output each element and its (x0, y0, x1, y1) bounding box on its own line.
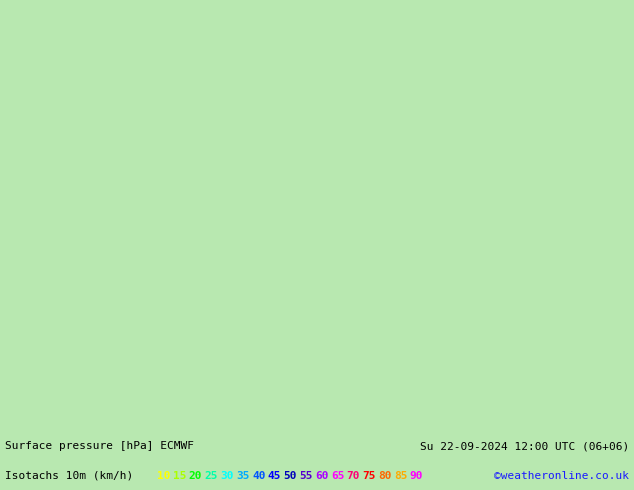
Text: 45: 45 (268, 471, 281, 481)
Text: 35: 35 (236, 471, 250, 481)
Text: 90: 90 (410, 471, 424, 481)
Text: ©weatheronline.co.uk: ©weatheronline.co.uk (494, 471, 629, 481)
Text: 85: 85 (394, 471, 408, 481)
Text: 70: 70 (347, 471, 360, 481)
Text: Surface pressure [hPa] ECMWF: Surface pressure [hPa] ECMWF (5, 441, 194, 451)
Text: 80: 80 (378, 471, 392, 481)
Text: 40: 40 (252, 471, 266, 481)
Text: 50: 50 (283, 471, 297, 481)
Text: 30: 30 (221, 471, 234, 481)
Text: 15: 15 (173, 471, 186, 481)
Text: 60: 60 (315, 471, 328, 481)
Text: Su 22-09-2024 12:00 UTC (06+06): Su 22-09-2024 12:00 UTC (06+06) (420, 441, 629, 451)
Text: 10: 10 (157, 471, 171, 481)
Text: Isotachs 10m (km/h): Isotachs 10m (km/h) (5, 471, 140, 481)
Text: 55: 55 (299, 471, 313, 481)
Text: 20: 20 (189, 471, 202, 481)
Text: 75: 75 (363, 471, 376, 481)
Text: 25: 25 (205, 471, 218, 481)
Text: 65: 65 (331, 471, 344, 481)
